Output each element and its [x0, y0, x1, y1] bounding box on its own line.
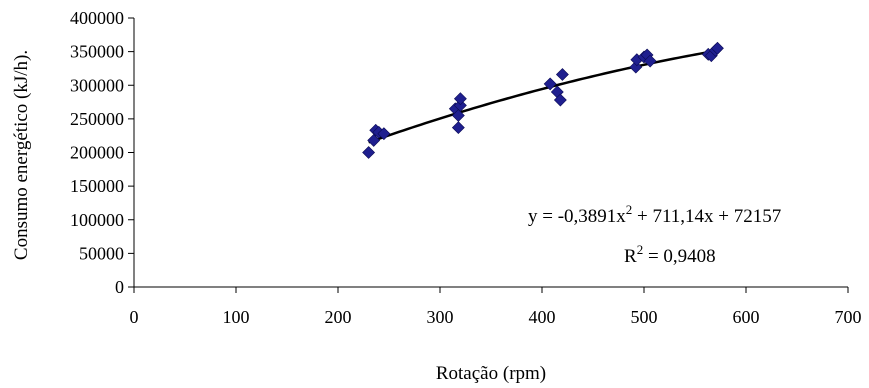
y-tick-label: 350000: [70, 42, 124, 62]
r-squared-label: R2 = 0,9408: [624, 242, 716, 267]
x-tick-label: 200: [325, 307, 352, 327]
y-tick-label: 300000: [70, 75, 124, 95]
data-point: [362, 146, 376, 159]
x-axis-title: Rotação (rpm): [436, 363, 546, 384]
data-point: [711, 41, 724, 55]
data-point: [367, 133, 381, 147]
trendline-curve: [368, 49, 718, 144]
data-point: [451, 121, 465, 135]
y-axis-title: Consumo energético (kJ/h).: [11, 50, 32, 260]
trendline-equation: y = -0,3891x2 + 711,14x + 72157: [528, 202, 781, 227]
equation-lhs: y = -0,3891x: [528, 206, 626, 227]
r2-lhs: R: [624, 246, 637, 267]
equation-superscript: 2: [626, 202, 633, 217]
data-point: [453, 99, 467, 112]
data-point: [453, 92, 467, 106]
x-tick-label: 0: [130, 307, 139, 327]
y-tick-label: 200000: [70, 143, 124, 163]
x-tick-label: 100: [223, 307, 250, 327]
x-tick-label: 400: [529, 307, 556, 327]
data-point: [643, 54, 657, 68]
x-axis: 0 100 200 300 400 500 600 700: [130, 286, 862, 327]
x-tick-label: 500: [631, 307, 658, 327]
data-point: [451, 109, 465, 122]
equation-rhs: + 711,14x + 72157: [632, 206, 781, 227]
y-tick-label: 0: [115, 277, 124, 297]
x-tick-label: 600: [733, 307, 760, 327]
y-tick-label: 250000: [70, 109, 124, 129]
x-tick-label: 700: [835, 307, 862, 327]
data-point: [553, 93, 567, 107]
trendline: [368, 49, 718, 144]
data-point: [555, 68, 569, 81]
r2-rhs: = 0,9408: [643, 246, 715, 267]
y-tick-label: 50000: [79, 243, 124, 263]
y-tick-label: 400000: [70, 8, 124, 28]
data-point: [543, 77, 557, 91]
y-tick-label: 150000: [70, 176, 124, 196]
r2-superscript: 2: [637, 242, 644, 257]
data-points: [362, 41, 724, 159]
data-point: [377, 127, 391, 141]
y-axis: 0 50000 100000 150000 200000 250000 300000 3500…: [70, 8, 135, 297]
y-tick-label: 100000: [70, 210, 124, 230]
x-tick-label: 300: [427, 307, 454, 327]
